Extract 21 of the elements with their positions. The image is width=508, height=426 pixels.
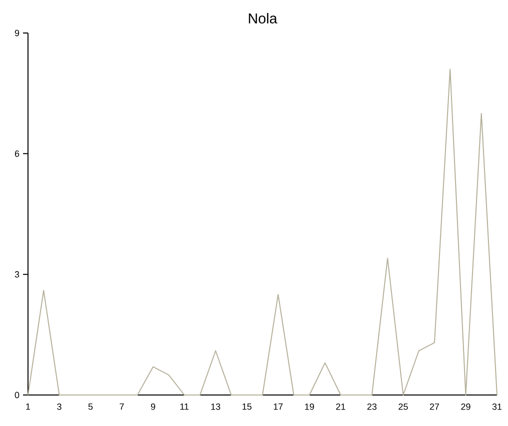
- y-tick-label: 9: [14, 30, 20, 36]
- x-tick-label: 21: [336, 403, 346, 410]
- y-tick-label: 6: [14, 150, 20, 157]
- x-tick-label: 17: [274, 404, 283, 410]
- chart-title: Nola: [248, 12, 278, 24]
- x-tick-label: 9: [150, 403, 156, 410]
- x-tick-label: 23: [367, 403, 377, 410]
- x-tick-label: 5: [88, 404, 93, 410]
- x-tick-label: 25: [398, 403, 408, 410]
- x-tick-label: 15: [242, 404, 252, 410]
- x-tick-label: 27: [430, 403, 439, 410]
- y-tick-label: 3: [14, 271, 20, 278]
- x-tick-label: 13: [211, 403, 220, 410]
- x-tick-label: 3: [57, 403, 62, 410]
- x-tick-label: 11: [180, 404, 189, 410]
- x-tick-label: 31: [492, 403, 502, 410]
- x-tick-label: 29: [461, 403, 470, 410]
- x-tick-label: 1: [26, 404, 30, 410]
- y-tick-label: 0: [14, 392, 20, 398]
- x-tick-label: 19: [305, 403, 314, 410]
- x-tick-label: 7: [120, 404, 124, 410]
